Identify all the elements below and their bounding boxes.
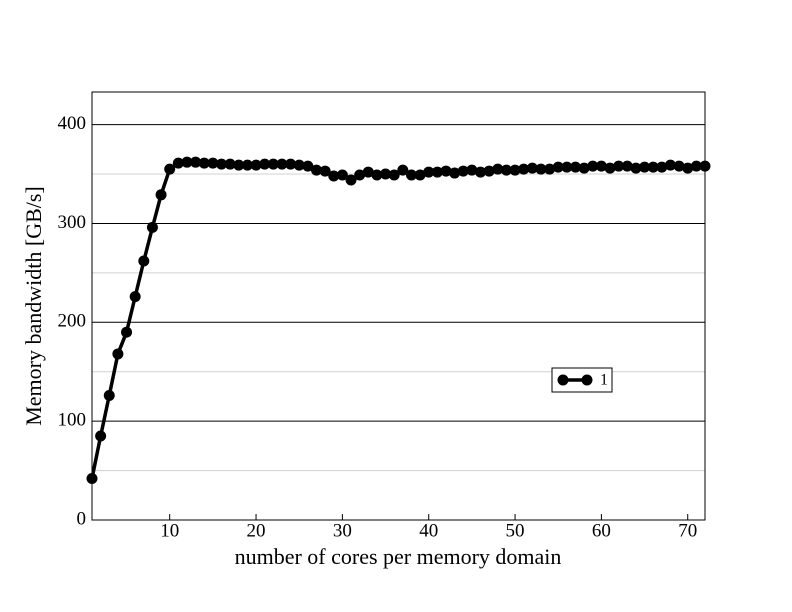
point <box>518 163 530 175</box>
point <box>362 166 374 178</box>
legend-marker <box>581 374 593 386</box>
point <box>449 167 461 179</box>
point <box>535 163 547 175</box>
x-axis-label: number of cores per memory domain <box>235 544 562 569</box>
point <box>664 159 676 171</box>
point <box>440 165 452 177</box>
point <box>544 163 556 175</box>
y-tick-label: 200 <box>58 311 87 332</box>
series-line <box>90 160 705 479</box>
point <box>371 169 383 181</box>
point <box>328 170 340 182</box>
point <box>181 156 193 168</box>
x-tick-label: 50 <box>506 520 525 541</box>
point <box>509 164 521 176</box>
point <box>569 161 581 173</box>
point <box>552 161 564 173</box>
point <box>647 161 659 173</box>
point <box>103 389 115 401</box>
point <box>250 159 262 171</box>
point <box>276 158 288 170</box>
point <box>397 164 409 176</box>
point <box>319 165 331 177</box>
y-tick-label: 100 <box>58 410 87 431</box>
point <box>267 158 279 170</box>
y-axis-label: Memory bandwidth [GB/s] <box>21 186 46 426</box>
point <box>233 159 245 171</box>
point <box>466 164 478 176</box>
point <box>121 326 133 338</box>
y-tick-label: 300 <box>58 212 87 233</box>
x-tick-label: 40 <box>419 520 438 541</box>
point <box>310 164 322 176</box>
point <box>172 157 184 169</box>
y-tick-label: 400 <box>58 113 87 134</box>
point <box>492 163 504 175</box>
point <box>630 162 642 174</box>
point <box>587 160 599 172</box>
point <box>95 430 107 442</box>
point <box>207 157 219 169</box>
point <box>561 161 573 173</box>
point <box>216 158 228 170</box>
point <box>690 160 702 172</box>
point <box>414 169 426 181</box>
plot-frame <box>91 91 706 521</box>
point <box>259 158 271 170</box>
point <box>198 157 210 169</box>
x-tick-label: 20 <box>247 520 266 541</box>
point <box>190 156 202 168</box>
point <box>526 162 538 174</box>
point <box>293 159 305 171</box>
point <box>699 160 711 172</box>
point <box>423 166 435 178</box>
point <box>604 162 616 174</box>
point <box>164 163 176 175</box>
point <box>302 160 314 172</box>
point <box>241 159 253 171</box>
point <box>146 221 158 233</box>
point <box>112 348 124 360</box>
point <box>86 472 98 484</box>
legend-marker <box>557 374 569 386</box>
point <box>285 158 297 170</box>
x-tick-label: 30 <box>333 520 352 541</box>
legend-label: 1 <box>600 372 608 389</box>
point <box>431 166 443 178</box>
point <box>475 166 487 178</box>
point <box>457 165 469 177</box>
point <box>578 162 590 174</box>
x-tick-label: 10 <box>160 520 179 541</box>
point <box>138 255 150 267</box>
y-tick-label: 0 <box>77 508 87 529</box>
point <box>155 189 167 201</box>
point <box>336 169 348 181</box>
point <box>613 160 625 172</box>
point <box>380 168 392 180</box>
point <box>354 169 366 181</box>
point <box>224 158 236 170</box>
point <box>682 162 694 174</box>
point <box>656 161 668 173</box>
point <box>621 160 633 172</box>
point <box>500 164 512 176</box>
point <box>639 161 651 173</box>
x-tick-label: 70 <box>678 520 697 541</box>
point <box>129 291 141 303</box>
point <box>595 160 607 172</box>
point <box>405 169 417 181</box>
x-tick-label: 60 <box>592 520 611 541</box>
point <box>673 160 685 172</box>
point <box>345 174 357 186</box>
point <box>388 169 400 181</box>
point <box>483 165 495 177</box>
